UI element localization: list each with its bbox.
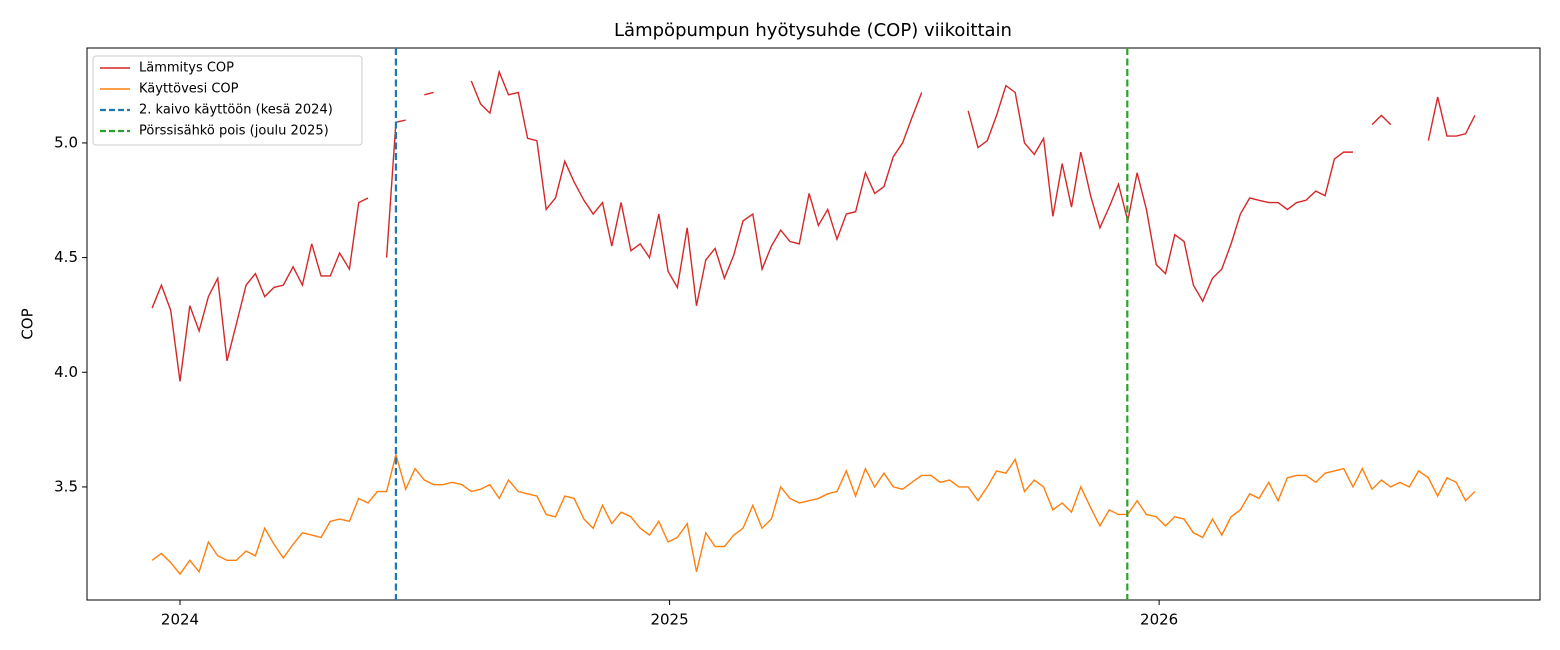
plot-frame: [86, 47, 1541, 601]
y-axis-label: COP: [19, 308, 37, 339]
plot-area: [151, 48, 1476, 600]
legend-label: Käyttövesi COP: [139, 82, 239, 97]
series-line: [151, 452, 1476, 576]
y-tick-label: 4.0: [54, 363, 78, 381]
legend: Lämmitys COP Käyttövesi COP 2. kaivo käytt…: [92, 55, 363, 146]
y-tick-label: 3.5: [54, 477, 78, 495]
legend-label: 2. kaivo käyttöön (kesä 2024): [139, 103, 333, 118]
x-tick-label: 2024: [161, 611, 199, 629]
x-tick-label: 2026: [1140, 611, 1178, 629]
legend-label: Lämmitys COP: [139, 61, 234, 76]
y-tick-label: 4.5: [54, 248, 78, 266]
y-tick-label: 5.0: [54, 133, 78, 151]
legend-label: Pörssisähkö pois (joulu 2025): [139, 124, 329, 139]
chart-title: Lämpöpumpun hyötysuhde (COP) viikoittain: [614, 20, 1012, 41]
x-tick-label: 2025: [650, 611, 688, 629]
legend-box: [92, 55, 363, 146]
